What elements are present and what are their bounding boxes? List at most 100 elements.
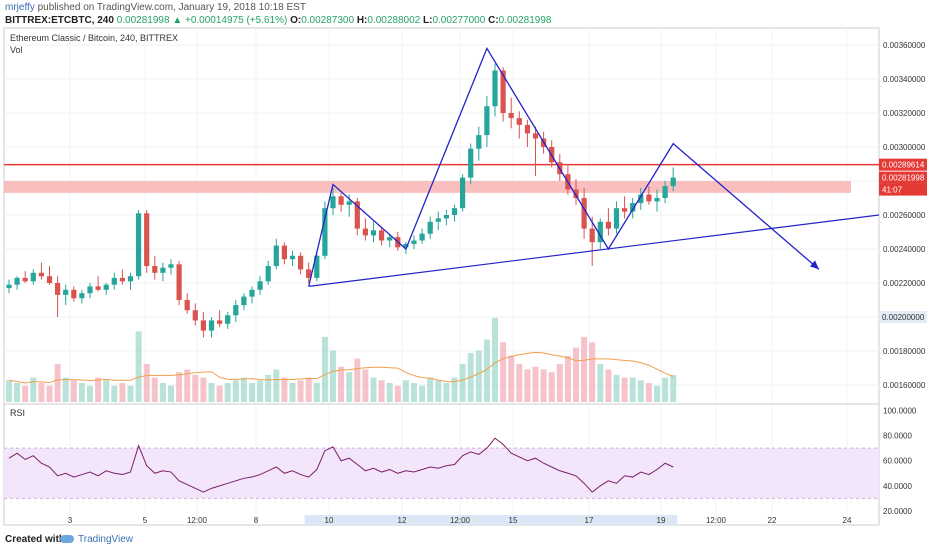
candle-body [127, 276, 134, 282]
volume-bar [467, 353, 474, 402]
volume-bar [305, 377, 312, 402]
volume-bar [281, 377, 288, 402]
volume-bar [411, 383, 417, 402]
candle-body [176, 264, 182, 300]
volume-bar [419, 385, 426, 402]
volume-bar [637, 380, 644, 402]
volume-bar [289, 383, 296, 402]
last-price: 0.00281998 [116, 15, 170, 26]
candle-body [63, 289, 69, 295]
volume-bar [257, 380, 264, 402]
candle-body [613, 208, 620, 229]
volume-bar [524, 369, 531, 402]
candle-body [95, 286, 101, 290]
low-label: L: [423, 15, 433, 26]
time-tick-label: 19 [657, 516, 666, 525]
time-tick-label: 12:00 [450, 516, 471, 525]
volume-bar [135, 331, 142, 402]
volume-bar [532, 366, 539, 402]
volume-bar [151, 377, 158, 402]
publish-info: mrjeffy published on TradingView.com, Ja… [5, 2, 306, 13]
pane-title: Ethereum Classic / Bitcoin, 240, BITTREX [10, 33, 178, 43]
candle-body [38, 272, 44, 277]
open-label: O: [290, 15, 302, 26]
volume-bar [427, 377, 434, 402]
volume-bar [103, 380, 110, 402]
tradingview-cloud-icon [60, 535, 74, 544]
countdown-label-bg [879, 183, 927, 196]
candle-body [298, 255, 304, 270]
symbol-label: BITTREX:ETCBTC, 240 [5, 15, 114, 26]
price-tick-label: 0.00300000 [883, 143, 926, 152]
chart-canvas[interactable]: 0.00360000 0.00340000 0.00320000 0.00300000… [0, 0, 932, 530]
volume-bar [95, 377, 102, 402]
candle-body [411, 240, 417, 244]
support-trendline[interactable] [308, 214, 880, 287]
candle-body [22, 277, 28, 282]
candle-body [14, 277, 20, 285]
candle-body [338, 196, 344, 205]
rsi-tick-label: 40.0000 [883, 482, 912, 491]
volume-bar [540, 369, 547, 402]
candle-body [46, 276, 53, 283]
candle-body [451, 208, 458, 215]
volume-bar [402, 380, 409, 402]
candle-body [184, 300, 190, 311]
candle-body [87, 286, 93, 294]
candle-body [403, 243, 409, 248]
candle-body [638, 194, 644, 204]
time-tick-label: 12:00 [187, 516, 208, 525]
resistance-price-label: 0.00289614 [882, 161, 925, 170]
volume-bar [621, 377, 628, 402]
footer: Created with TradingView [0, 530, 932, 550]
volume-bar [589, 342, 596, 402]
open-value: 0.00287300 [301, 15, 355, 26]
price-change: +0.00014975 (+5.61%) [185, 15, 288, 26]
volume-bar [654, 385, 660, 402]
drawing-layer[interactable] [308, 46, 880, 287]
volume-bar [87, 385, 93, 402]
last-price-label: 0.00281998 [882, 174, 925, 183]
resistance-price-label-bg [879, 158, 927, 171]
footer-brand[interactable]: TradingView [60, 534, 133, 545]
candle-body [468, 148, 474, 178]
candle-body [168, 264, 174, 268]
candle-body [387, 237, 393, 241]
volume-bar [483, 339, 490, 402]
time-tick-label: 12 [398, 516, 407, 525]
time-tick-label: 8 [254, 516, 259, 525]
volume-bar [459, 364, 466, 402]
candle-body [443, 215, 449, 219]
candle-body [217, 320, 223, 324]
volume-bar [54, 364, 61, 402]
volume-bar [475, 350, 482, 402]
volume-bar [6, 380, 12, 402]
candle-body [225, 315, 231, 324]
volume-bar [354, 358, 361, 402]
author-link[interactable]: mrjeffy [5, 2, 35, 13]
candle-body [419, 233, 425, 241]
up-arrow-icon: ▲ [172, 15, 183, 26]
candle-body [79, 293, 85, 299]
candle-body [370, 230, 377, 236]
zigzag-drawing[interactable] [308, 46, 820, 287]
volume-bar [597, 364, 604, 402]
candle-body [354, 201, 360, 229]
volume-bar [22, 385, 29, 402]
volume-bar [500, 342, 507, 402]
candle-body [289, 255, 296, 260]
volume-bar [386, 383, 393, 402]
candle-body [524, 124, 530, 134]
volume-bar [346, 372, 353, 402]
volume-bar [605, 369, 612, 402]
volume-bar [200, 377, 207, 402]
candle-body [646, 194, 652, 202]
close-label: C: [488, 15, 499, 26]
price-tick-label: 0.00260000 [883, 211, 926, 220]
candle-body [144, 213, 150, 266]
candle-body [208, 320, 215, 331]
volume-bar [548, 372, 555, 402]
candle-body [508, 113, 514, 119]
volume-bar [30, 377, 37, 402]
candle-body [103, 284, 109, 290]
